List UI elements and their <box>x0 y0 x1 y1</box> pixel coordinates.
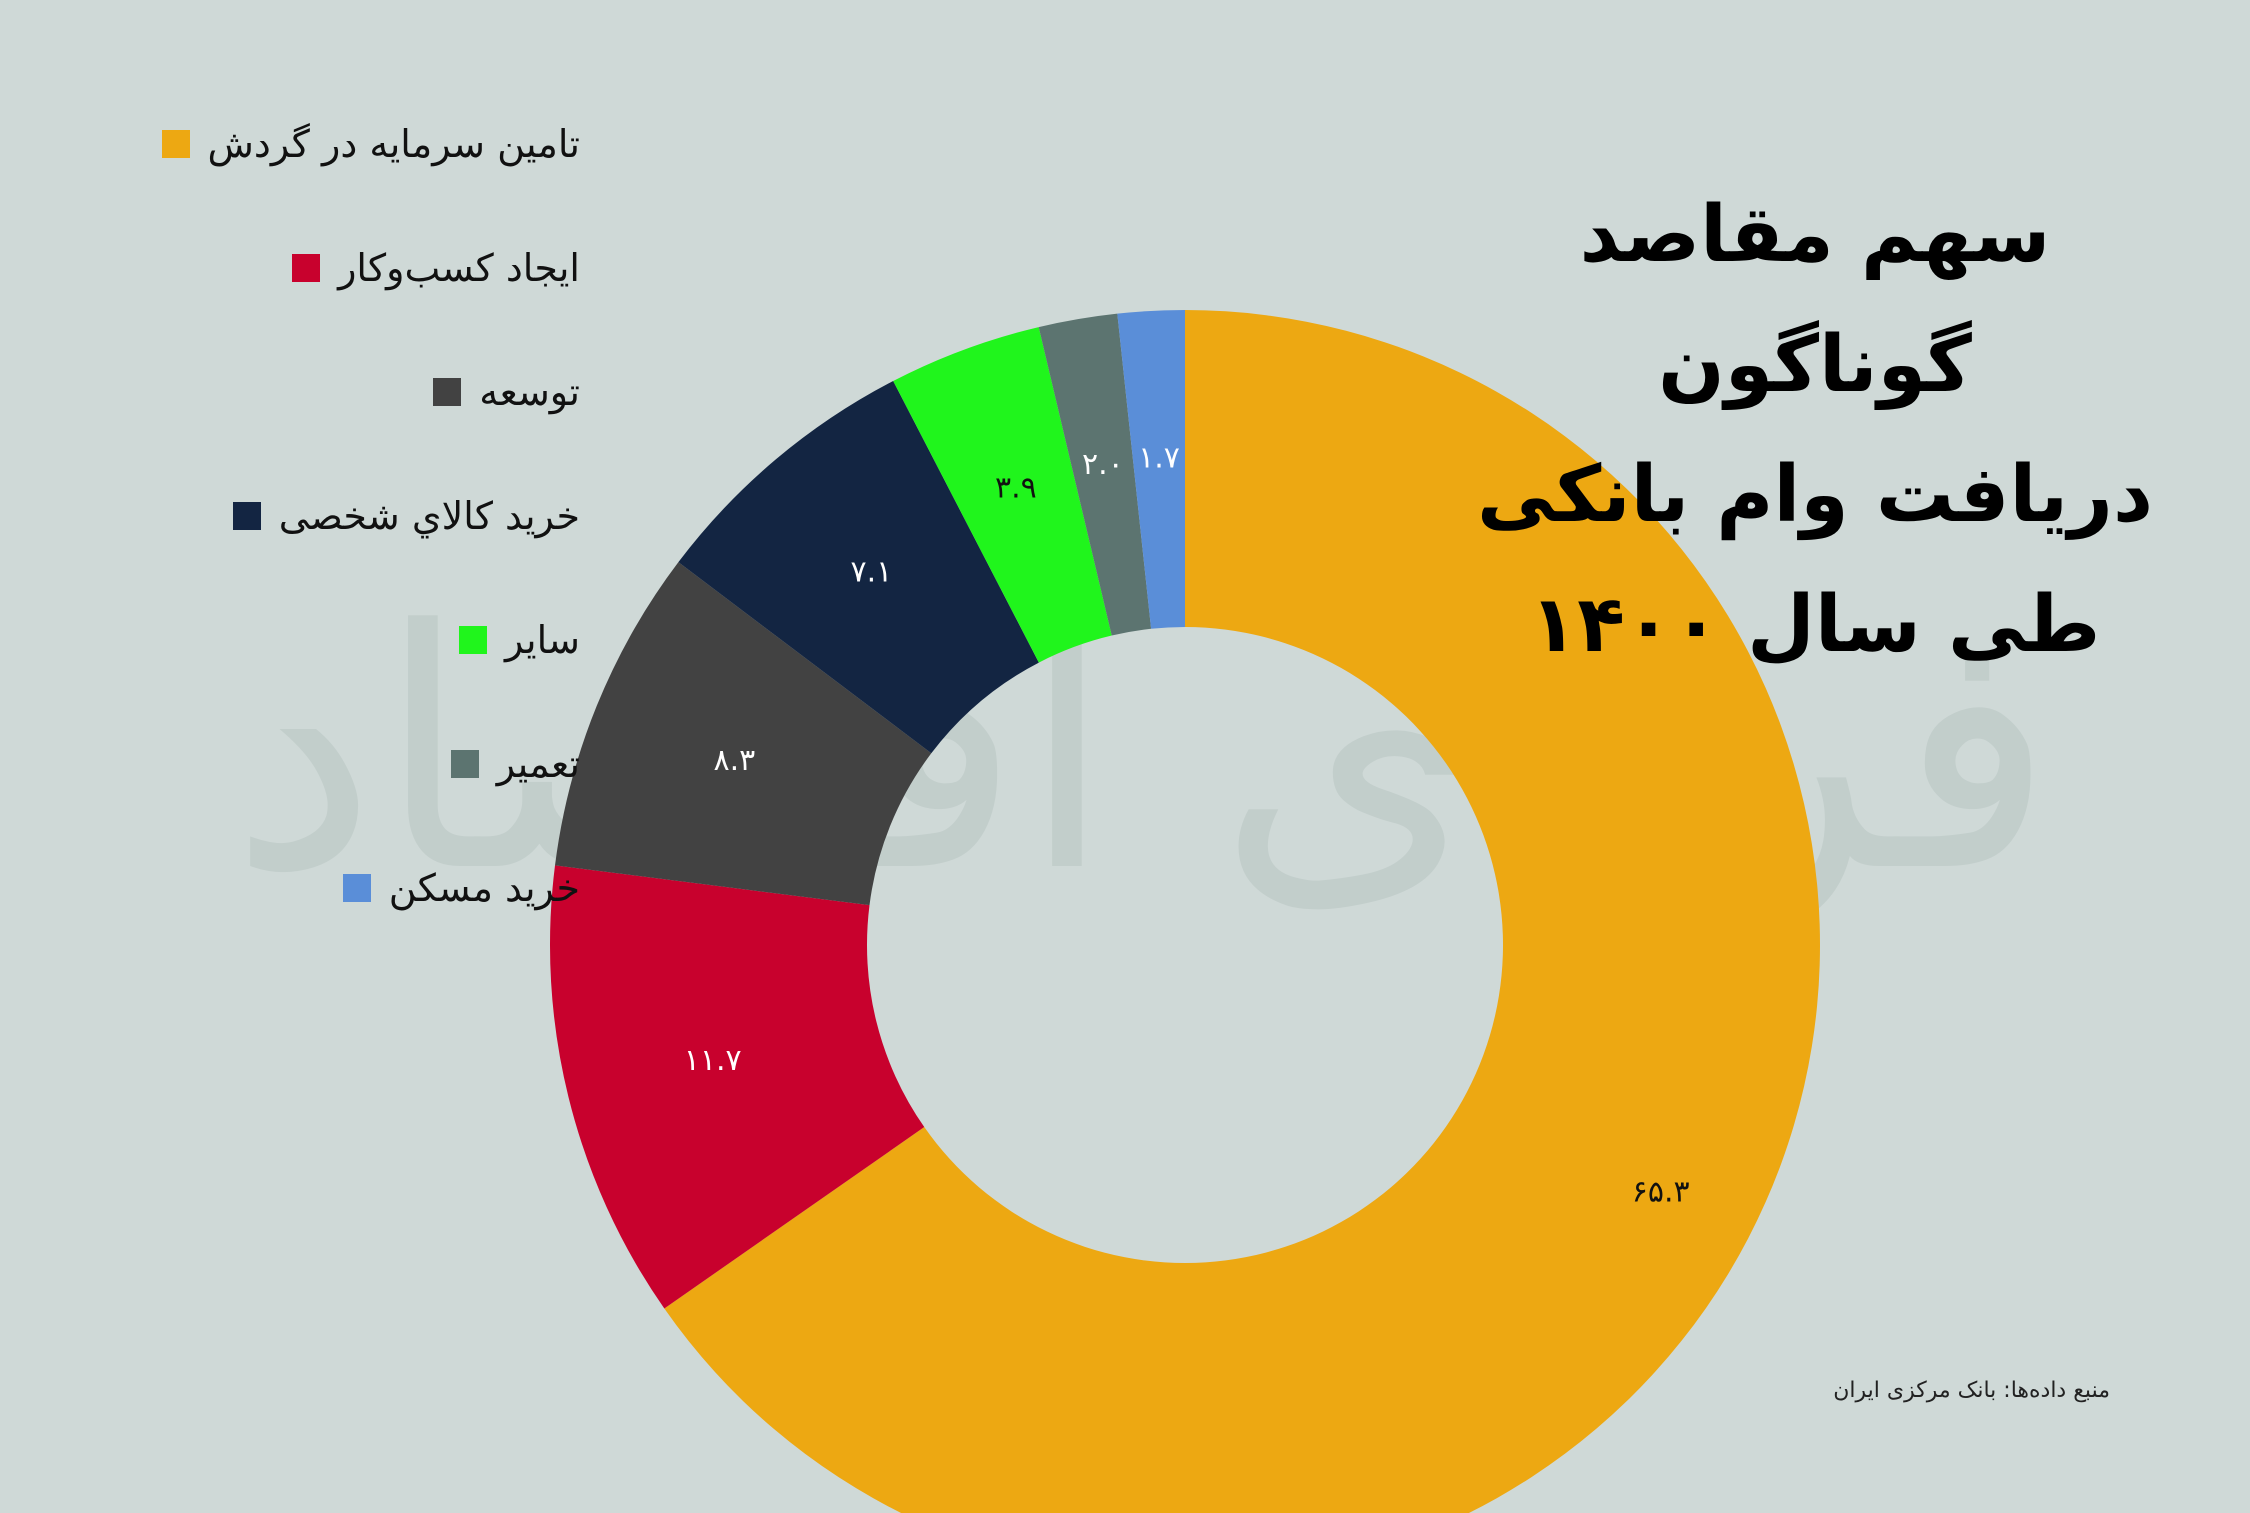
legend-label: ایجاد کسب‌وکار <box>338 246 580 290</box>
slice-3 <box>555 562 932 906</box>
slice-label-3: ۸.۳ <box>713 743 755 778</box>
title-line-1: سهم مقاصد گوناگون <box>1579 190 2051 410</box>
legend-label: سایر <box>505 618 580 662</box>
legend-label: خرید مسکن <box>388 866 580 910</box>
chart-title: سهم مقاصد گوناگون دریافت وام بانکی طی سا… <box>1425 170 2205 690</box>
slice-5 <box>893 327 1112 663</box>
slice-label-4: ۷.۱ <box>850 555 892 590</box>
source-note: منبع داده‌ها: بانک مرکزی ایران <box>1833 1378 2110 1403</box>
legend-swatch <box>161 130 190 158</box>
slice-labels-group: ۶۵.۳ ۱۱.۷ ۸.۳ ۷.۱ ۳.۹ ۲.۰ ۱.۷ <box>684 441 1690 1210</box>
legend-item: خرید مسکن <box>342 826 580 950</box>
slice-6 <box>1038 313 1152 636</box>
legend-item: سایر <box>459 578 580 702</box>
slice-label-6: ۲.۰ <box>1082 447 1124 482</box>
title-line-2: دریافت وام بانکی <box>1477 450 2153 540</box>
slice-label-2: ۱۱.۷ <box>684 1043 742 1078</box>
slice-2 <box>550 865 925 1309</box>
legend-swatch <box>459 626 488 654</box>
legend-label: توسعه <box>479 370 580 414</box>
legend-item: توسعه <box>433 330 580 454</box>
slice-label-7: ۱.۷ <box>1138 441 1180 476</box>
legend-swatch <box>450 750 479 778</box>
legend-swatch <box>433 378 462 406</box>
legend-label: خرید کالاي شخصی <box>278 494 580 538</box>
legend-swatch <box>232 502 261 530</box>
legend: تامین سرمایه در گردش ایجاد کسب‌وکار توسعه خ… <box>100 82 580 950</box>
slice-4 <box>678 381 1039 754</box>
slice-label-5: ۳.۹ <box>995 470 1037 505</box>
legend-item: خرید کالاي شخصی <box>232 454 580 578</box>
title-line-3: طی سال ۱۴۰۰ <box>1529 580 2101 670</box>
legend-item: ایجاد کسب‌وکار <box>292 206 580 330</box>
legend-label: تعمیر <box>496 742 580 786</box>
legend-swatch <box>342 874 371 902</box>
slice-7 <box>1117 310 1185 629</box>
slices-group <box>550 310 1820 1513</box>
legend-item: تامین سرمایه در گردش <box>161 82 580 206</box>
legend-label: تامین سرمایه در گردش <box>207 122 580 166</box>
legend-item: تعمیر <box>450 702 580 826</box>
legend-list: تامین سرمایه در گردش ایجاد کسب‌وکار توسعه خ… <box>100 82 580 950</box>
legend-swatch <box>292 254 321 282</box>
slice-1 <box>664 310 1820 1513</box>
slice-label-1: ۶۵.۳ <box>1632 1175 1690 1210</box>
